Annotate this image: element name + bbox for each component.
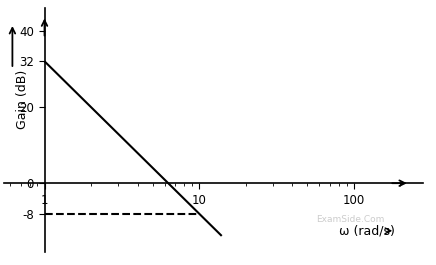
Text: ExamSide.Com: ExamSide.Com (316, 215, 385, 224)
Text: Gain (dB): Gain (dB) (16, 70, 29, 129)
Text: ω (rad/s): ω (rad/s) (339, 224, 395, 237)
